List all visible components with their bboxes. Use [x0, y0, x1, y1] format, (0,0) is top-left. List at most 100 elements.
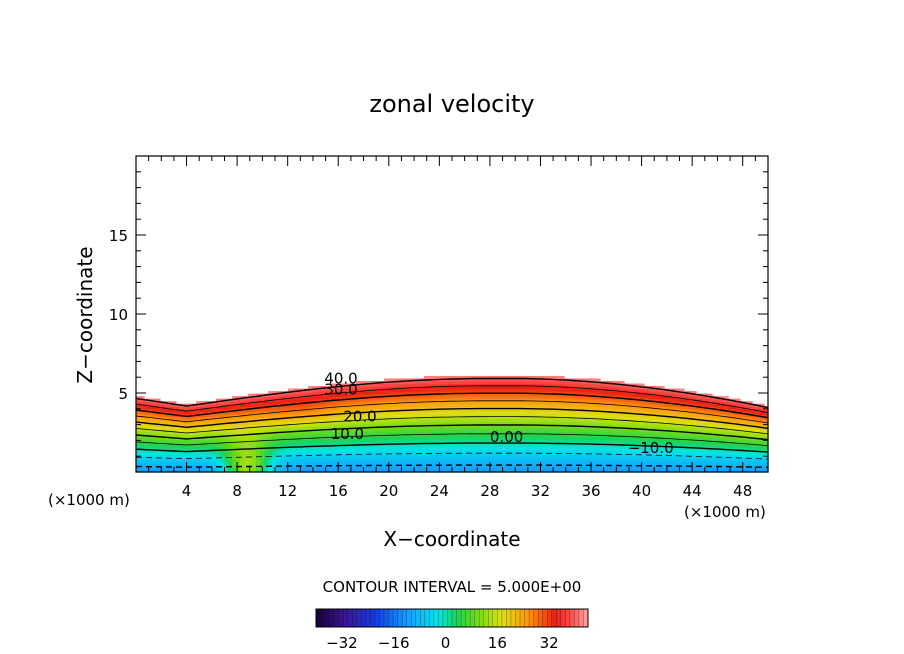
- field-cell: [536, 444, 541, 448]
- field-cell: [540, 449, 545, 453]
- field-cell: [512, 431, 517, 435]
- field-cell: [272, 469, 277, 473]
- field-cell: [520, 406, 525, 410]
- field-cell: [652, 408, 657, 412]
- field-cell: [248, 393, 253, 397]
- field-cell: [552, 454, 557, 458]
- field-cell: [272, 421, 277, 425]
- field-cell: [692, 436, 697, 440]
- field-cell: [584, 459, 589, 463]
- field-cell: [228, 408, 233, 412]
- field-cell: [184, 441, 189, 445]
- field-cell: [692, 401, 697, 405]
- field-cell: [648, 423, 653, 428]
- field-cell: [500, 375, 505, 380]
- field-cell: [616, 451, 621, 455]
- field-cell: [424, 408, 429, 412]
- field-cell: [372, 446, 377, 450]
- field-cell: [384, 429, 389, 433]
- field-cell: [308, 439, 313, 443]
- field-cell: [488, 413, 493, 417]
- field-cell: [712, 459, 717, 463]
- field-cell: [552, 418, 557, 423]
- field-cell: [608, 459, 613, 463]
- field-cell: [256, 454, 261, 458]
- field-cell: [356, 461, 361, 466]
- field-cell: [144, 444, 149, 448]
- field-cell: [708, 436, 713, 440]
- field-cell: [392, 413, 397, 417]
- field-cell: [444, 393, 449, 397]
- field-cell: [260, 401, 265, 405]
- field-cell: [200, 429, 205, 433]
- field-cell: [324, 391, 329, 395]
- field-cell: [260, 461, 265, 466]
- field-cell: [340, 456, 345, 460]
- field-cell: [524, 413, 529, 417]
- field-cell: [488, 403, 493, 407]
- field-cell: [464, 375, 469, 380]
- field-cell: [148, 456, 153, 460]
- field-cell: [584, 423, 589, 428]
- field-cell: [360, 434, 365, 438]
- field-cell: [708, 403, 713, 407]
- field-cell: [280, 421, 285, 425]
- field-cell: [604, 429, 609, 433]
- field-cell: [380, 406, 385, 410]
- field-cell: [428, 401, 433, 405]
- field-cell: [368, 449, 373, 453]
- field-cell: [184, 413, 189, 417]
- field-cell: [636, 418, 641, 423]
- field-cell: [244, 411, 249, 415]
- field-cell: [456, 421, 461, 425]
- field-cell: [624, 398, 629, 402]
- field-cell: [568, 380, 573, 385]
- field-cell: [452, 436, 457, 440]
- field-cell: [508, 456, 513, 460]
- field-cell: [428, 454, 433, 458]
- field-cell: [388, 459, 393, 463]
- field-cell: [484, 386, 489, 390]
- field-cell: [440, 401, 445, 405]
- field-cell: [276, 444, 281, 448]
- field-cell: [452, 439, 457, 443]
- field-cell: [332, 406, 337, 410]
- field-cell: [664, 434, 669, 438]
- field-cell: [460, 431, 465, 435]
- field-cell: [160, 431, 165, 435]
- field-cell: [244, 398, 249, 402]
- field-cell: [712, 464, 717, 468]
- field-cell: [328, 461, 333, 466]
- field-cell: [492, 388, 497, 392]
- field-cell: [240, 411, 245, 415]
- field-cell: [644, 423, 649, 428]
- field-cell: [492, 418, 497, 423]
- field-cell: [412, 429, 417, 433]
- field-cell: [276, 459, 281, 463]
- field-cell: [548, 388, 553, 392]
- field-cell: [632, 449, 637, 453]
- field-cell: [372, 441, 377, 445]
- field-cell: [664, 396, 669, 400]
- field-cell: [448, 388, 453, 392]
- field-cell: [284, 439, 289, 443]
- field-cell: [252, 451, 257, 455]
- field-cell: [460, 436, 465, 440]
- field-cell: [376, 383, 381, 387]
- field-cell: [408, 436, 413, 440]
- field-cell: [164, 451, 169, 455]
- field-cell: [692, 439, 697, 443]
- field-cell: [692, 466, 697, 471]
- field-cell: [520, 418, 525, 423]
- field-cell: [336, 426, 341, 430]
- field-cell: [160, 416, 165, 420]
- field-cell: [220, 456, 225, 460]
- field-cell: [248, 454, 253, 458]
- field-cell: [480, 446, 485, 450]
- field-cell: [232, 396, 237, 400]
- field-cell: [476, 421, 481, 425]
- field-cell: [508, 429, 513, 433]
- field-cell: [592, 461, 597, 466]
- field-cell: [368, 408, 373, 412]
- field-cell: [248, 398, 253, 402]
